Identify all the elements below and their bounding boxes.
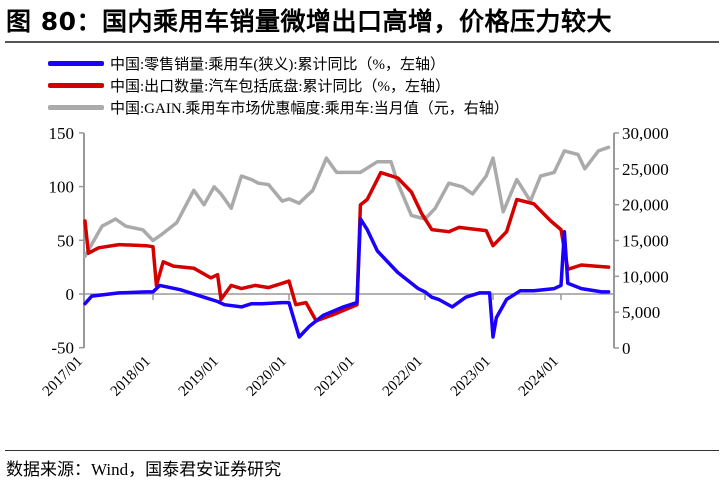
- series-line: [83, 170, 611, 323]
- legend-item-discount: 中国:GAIN.乘用车市场优惠幅度:乘用车:当月值（元，右轴）: [48, 96, 509, 118]
- right-tick-label: 25,000: [622, 160, 669, 179]
- legend-label: 中国:GAIN.乘用车市场优惠幅度:乘用车:当月值（元，右轴）: [110, 100, 509, 117]
- right-tick-label: 0: [622, 339, 631, 358]
- x-tick-label: 2021/01: [312, 354, 358, 400]
- x-tick-label: 2022/01: [380, 354, 426, 400]
- right-tick-label: 10,000: [622, 267, 669, 286]
- chart-legend: 中国:零售销量:乘用车(狭义):累计同比（%，左轴） 中国:出口数量:汽车包括底…: [48, 52, 509, 118]
- x-tick-label: 2020/01: [244, 354, 290, 400]
- legend-swatch-gray: [48, 104, 104, 110]
- left-tick-label: -50: [51, 339, 74, 358]
- left-tick-label: 100: [49, 178, 75, 197]
- x-tick-label: 2023/01: [448, 354, 494, 400]
- data-source: 数据来源：Wind，国泰君安证券研究: [6, 460, 282, 479]
- legend-item-export: 中国:出口数量:汽车包括底盘:累计同比（%，左轴）: [48, 74, 509, 96]
- footer-divider: [5, 450, 719, 451]
- left-tick-label: 0: [66, 285, 75, 304]
- series-line: [83, 217, 611, 339]
- x-tick-label: 2017/01: [40, 354, 86, 400]
- right-tick-label: 30,000: [622, 124, 669, 143]
- left-tick-label: 150: [49, 124, 75, 143]
- right-tick-label: 5,000: [622, 303, 660, 322]
- left-tick-label: 50: [57, 231, 74, 250]
- x-tick-label: 2019/01: [176, 354, 222, 400]
- right-tick-label: 20,000: [622, 196, 669, 215]
- x-tick-label: 2018/01: [108, 354, 154, 400]
- legend-swatch-blue: [48, 60, 104, 66]
- right-tick-label: 15,000: [622, 232, 669, 251]
- x-tick-label: 2024/01: [516, 354, 562, 400]
- legend-swatch-red: [48, 82, 104, 88]
- series-line: [83, 145, 611, 259]
- legend-label: 中国:零售销量:乘用车(狭义):累计同比（%，左轴）: [110, 56, 445, 73]
- page-title: 图 80：国内乘用车销量微增出口高增，价格压力较大: [6, 7, 612, 36]
- legend-label: 中国:出口数量:汽车包括底盘:累计同比（%，左轴）: [110, 78, 450, 95]
- title-divider: [5, 41, 719, 43]
- legend-item-retail-sales: 中国:零售销量:乘用车(狭义):累计同比（%，左轴）: [48, 52, 509, 74]
